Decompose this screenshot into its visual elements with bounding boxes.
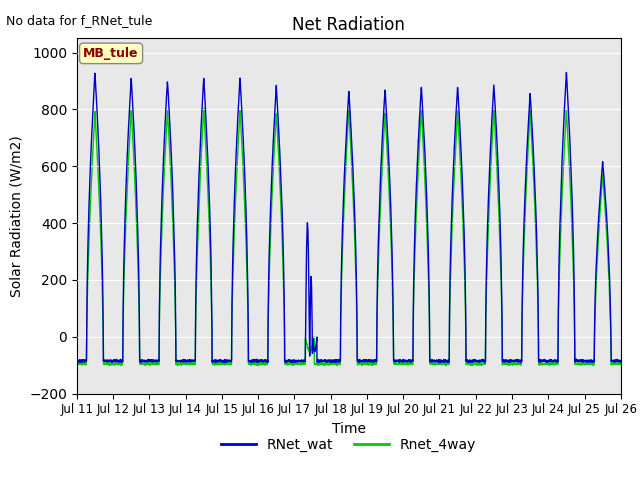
RNet_wat [563, 70, 570, 75]
Rnet_4way [200, 105, 207, 111]
Rnet_4way [329, 361, 337, 367]
Rnet_4way [471, 360, 479, 366]
Title: Net Radiation: Net Radiation [292, 16, 405, 34]
Text: No data for f_RNet_tule: No data for f_RNet_tule [6, 14, 153, 27]
Y-axis label: Solar Radiation (W/m2): Solar Radiation (W/m2) [10, 135, 24, 297]
Line: Rnet_4way: Rnet_4way [77, 108, 621, 366]
Rnet_4way [441, 360, 449, 366]
RNet_wat [616, 358, 624, 364]
Rnet_4way [616, 361, 624, 367]
X-axis label: Time: Time [332, 422, 366, 436]
Rnet_4way [617, 361, 625, 367]
Legend: RNet_wat, Rnet_4way: RNet_wat, Rnet_4way [216, 432, 482, 458]
RNet_wat [617, 358, 625, 363]
RNet_wat [441, 358, 449, 363]
RNet_wat [329, 358, 337, 364]
Rnet_4way [468, 363, 476, 369]
Rnet_4way [73, 361, 81, 367]
RNet_wat [471, 357, 479, 363]
Line: RNet_wat: RNet_wat [77, 72, 621, 363]
RNet_wat [502, 357, 509, 363]
RNet_wat [73, 357, 81, 363]
Text: MB_tule: MB_tule [83, 47, 139, 60]
Rnet_4way [171, 273, 179, 279]
Rnet_4way [502, 361, 509, 367]
RNet_wat [171, 249, 179, 254]
RNet_wat [212, 360, 220, 366]
